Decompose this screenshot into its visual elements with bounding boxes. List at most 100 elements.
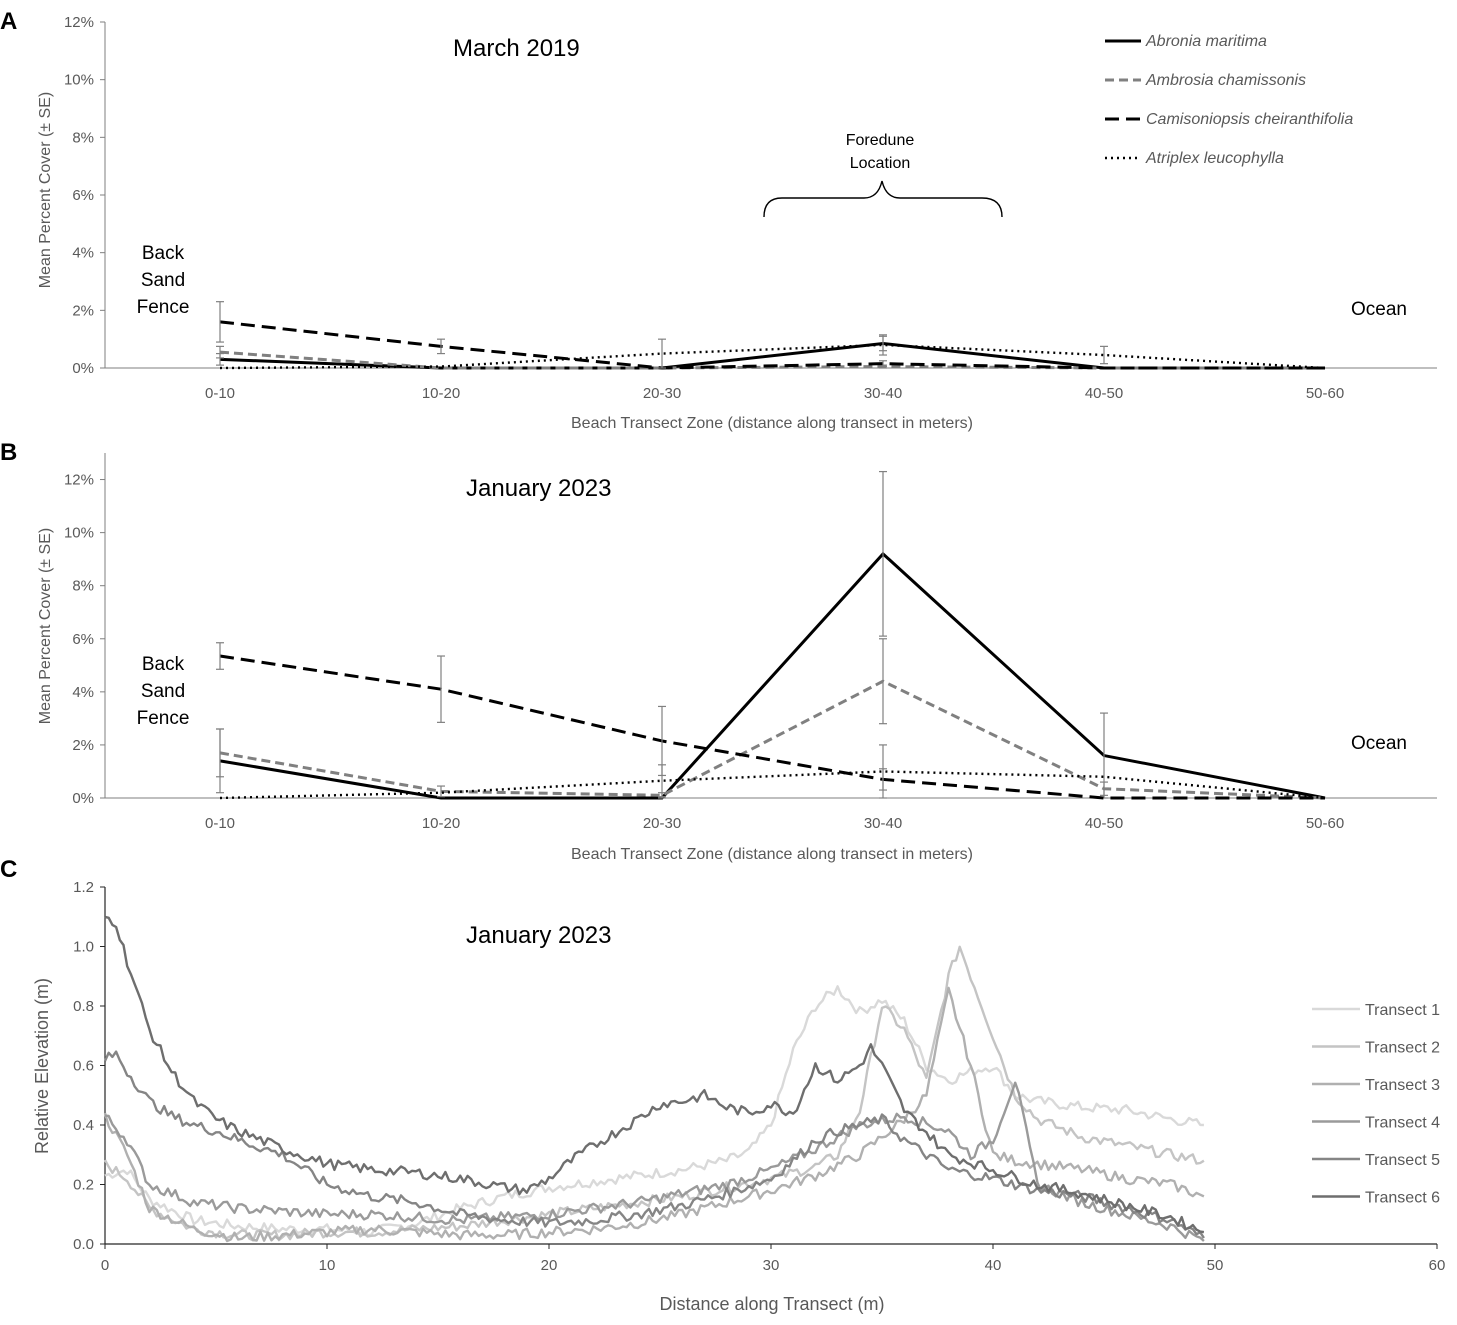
y-tick-label: 2% (72, 302, 94, 319)
y-tick-label: 0% (72, 360, 94, 377)
error-bar (216, 728, 224, 778)
panel-c-marks: 0.0 0.2 0.4 0.6 0.8 1.0 1.2 0 10 20 30 40 50 60 Transe… (73, 879, 1445, 1274)
x-tick-label: 40 (985, 1257, 1002, 1274)
panel-label-a: A (0, 8, 17, 35)
panel-b-xlabel: Beach Transect Zone (distance along tran… (571, 846, 973, 863)
error-bar (658, 338, 666, 369)
x-tick-label: 20-30 (643, 815, 681, 832)
error-bar (879, 470, 887, 637)
panel-a-xlabel: Beach Transect Zone (distance along tran… (571, 415, 973, 432)
error-bar (437, 785, 445, 798)
x-tick-label: 50 (1207, 1257, 1224, 1274)
panel-b-sand-label: Sand (141, 681, 185, 702)
panel-c-ylabel: Relative Elevation (m) (32, 978, 52, 1154)
legend-label: Camisoniopsis cheiranthifolia (1146, 111, 1353, 128)
panel-label-b: B (0, 439, 17, 466)
legend-label: Transect 1 (1365, 1002, 1440, 1019)
y-tick-label: 8% (72, 578, 94, 595)
legend: Transect 1 Transect 2 Transect 3 Transect 4… (1312, 1002, 1440, 1207)
panel-c-title: January 2023 (466, 922, 611, 949)
panel-b-title: January 2023 (466, 475, 611, 502)
series-line-transect-3 (103, 986, 1205, 1243)
panel-a-location-label: Location (850, 155, 911, 172)
y-tick-label: 0.2 (73, 1177, 94, 1194)
legend-label: Atriplex leucophylla (1145, 150, 1284, 167)
x-tick-label: 10-20 (422, 815, 460, 832)
series-line-camisoniopsis-cheiranthifolia (219, 654, 1325, 800)
x-tick-label: 40-50 (1085, 385, 1123, 402)
panel-c-xlabel: Distance along Transect (m) (659, 1294, 884, 1314)
panel-label-c: C (0, 856, 17, 883)
panel-b-ylabel: Mean Percent Cover (± SE) (37, 528, 54, 724)
panel-b-back-label: Back (142, 654, 185, 675)
legend-label: Transect 2 (1365, 1040, 1440, 1057)
y-tick-label: 12% (64, 472, 94, 489)
y-tick-label: 1.2 (73, 879, 94, 896)
legend-label: Transect 3 (1365, 1077, 1440, 1094)
series-line-transect-4 (104, 1081, 1205, 1242)
x-tick-label: 50-60 (1306, 815, 1344, 832)
legend-label: Transect 4 (1365, 1115, 1440, 1132)
legend-label: Ambrosia chamissonis (1145, 72, 1306, 89)
x-tick-label: 10 (319, 1257, 336, 1274)
x-tick-label: 20-30 (643, 385, 681, 402)
x-tick-label: 10-20 (422, 385, 460, 402)
y-tick-label: 0% (72, 790, 94, 807)
panel-a-ylabel: Mean Percent Cover (± SE) (37, 92, 54, 288)
y-tick-label: 4% (72, 245, 94, 262)
x-tick-label: 30-40 (864, 815, 902, 832)
panel-a-back-label: Back (142, 243, 185, 264)
x-tick-label: 20 (541, 1257, 558, 1274)
x-tick-label: 60 (1429, 1257, 1446, 1274)
error-bar (437, 338, 445, 355)
panel-a-marks: 0% 2% 4% 6% 8% 10% 12% 0-10 10-20 20-30 30-40 40-50… (64, 14, 1437, 402)
chart-marks: 0% 2% 4% 6% 8% 10% 12% 0-10 10-20 20-30 30-40 40-50… (64, 14, 1445, 1274)
legend-label: Transect 6 (1365, 1190, 1440, 1207)
panel-a-sand-label: Sand (141, 270, 185, 291)
error-bar (216, 345, 224, 359)
error-bar (216, 642, 224, 670)
error-bar (1100, 781, 1108, 796)
x-tick-label: 40-50 (1085, 815, 1123, 832)
panel-a-title: March 2019 (453, 35, 580, 62)
error-bar (879, 744, 887, 799)
series-line-atriplex-leucophylla (219, 343, 1326, 370)
error-bar (1100, 345, 1108, 365)
panel-c: January 2023 Distance along Transect (m)… (32, 922, 885, 1314)
y-tick-label: 8% (72, 129, 94, 146)
x-tick-label: 0-10 (205, 385, 235, 402)
y-tick-label: 0.0 (73, 1236, 94, 1253)
y-tick-label: 0.8 (73, 998, 94, 1015)
panel-a-foredune-label: Foredune (846, 132, 915, 149)
y-tick-label: 10% (64, 72, 94, 89)
series-line-atriplex-leucophylla (219, 770, 1326, 800)
panel-b: January 2023 Beach Transect Zone (distan… (37, 475, 1407, 863)
error-bar (879, 638, 887, 725)
y-tick-label: 2% (72, 737, 94, 754)
series-line-ambrosia-chamissonis (219, 679, 1326, 800)
panel-b-marks: 0% 2% 4% 6% 8% 10% 12% 0-10 10-20 20-30 30-40 40-50… (64, 453, 1437, 832)
error-bar (879, 334, 887, 356)
y-tick-label: 0.6 (73, 1058, 94, 1075)
panel-a: March 2019 Beach Transect Zone (distance… (37, 35, 1407, 432)
y-tick-label: 12% (64, 14, 94, 31)
y-tick-label: 10% (64, 525, 94, 542)
y-tick-label: 4% (72, 684, 94, 701)
x-tick-label: 50-60 (1306, 385, 1344, 402)
y-tick-label: 6% (72, 631, 94, 648)
legend: Abronia maritima Ambrosia chamissonis Cami… (1105, 33, 1353, 167)
y-tick-label: 1.0 (73, 939, 94, 956)
error-bar (879, 360, 887, 368)
foredune-bracket (763, 180, 1003, 218)
x-tick-label: 30 (763, 1257, 780, 1274)
y-tick-label: 6% (72, 187, 94, 204)
panel-a-fence-label: Fence (137, 297, 190, 318)
x-tick-label: 0-10 (205, 815, 235, 832)
error-bar (437, 655, 445, 723)
x-tick-label: 30-40 (864, 385, 902, 402)
legend-label: Abronia maritima (1145, 33, 1267, 50)
panel-a-ocean-label: Ocean (1351, 299, 1407, 320)
series-line-transect-6 (104, 915, 1205, 1234)
